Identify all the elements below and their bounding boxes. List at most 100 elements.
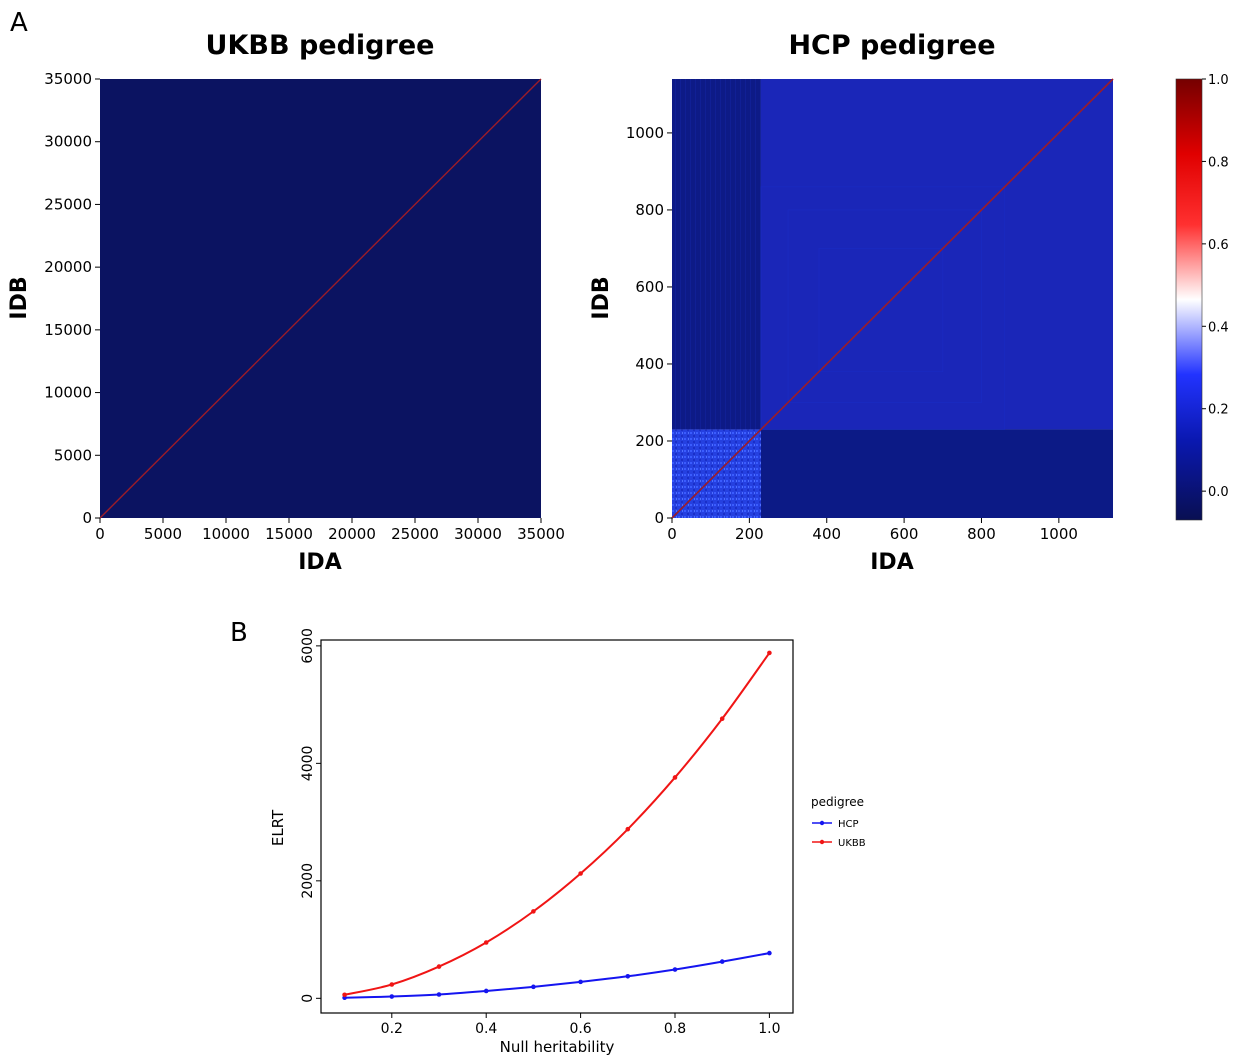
ukbb-y-tick-label: 10000 [44,384,92,402]
ukbb-y-tick-label: 5000 [54,446,92,464]
line-chart-x-ticks: 0.2 0.4 0.6 0.8 1.0 [381,1013,781,1037]
colorbar-tick-label: 0.8 [1208,155,1229,170]
elrt-line-chart: 0.2 0.4 0.6 0.8 1.0 0 2000 4000 6000 Null herit… [269,628,866,1056]
line-chart-x-tick-label: 0.4 [475,1021,497,1037]
ukbb-y-axis-label: IDB [7,276,32,319]
line-chart-x-tick-label: 1.0 [758,1021,780,1037]
ukbb-y-tick-label: 15000 [44,321,92,339]
hcp-y-ticks: 0 200 400 600 800 1000 [626,124,672,527]
hcp-x-tick-label: 600 [890,525,919,543]
hcp-heatmap-diagonal [671,78,1114,519]
ukbb-data-point [342,992,347,998]
panel-label-b: B [230,618,248,648]
hcp-y-tick-label: 1000 [626,124,664,142]
hcp-heatmap-subblock [818,248,944,373]
ukbb-x-tick-label: 10000 [202,525,250,543]
colorbar-gradient [1175,78,1203,521]
hcp-y-tick-label: 0 [654,509,664,527]
colorbar-tick-label: 0.0 [1208,485,1229,500]
hcp-data-point [767,950,772,956]
ukbb-x-tick-label: 35000 [517,525,565,543]
hcp-x-tick-label: 1000 [1040,525,1078,543]
line-chart-y-tick-label: 2000 [300,863,316,899]
ukbb-data-point [719,716,725,722]
line-chart-y-tick-label: 0 [300,994,316,1003]
hcp-x-axis-label: IDA [870,550,913,575]
hcp-data-point [483,988,489,994]
ukbb-x-ticks: 0 5000 10000 15000 20000 25000 30000 35000 [95,518,565,543]
hcp-data-point [531,984,536,990]
line-chart-y-axis-label: ELRT [269,809,287,846]
ukbb-data-point [389,982,395,987]
line-chart-plot-area [320,639,794,1014]
hcp-heatmap-title: HCP pedigree [788,30,995,61]
line-chart-x-axis-label: Null heritability [500,1038,615,1056]
hcp-x-ticks: 0 200 400 600 800 1000 [667,518,1078,543]
hcp-heatmap-subblock [760,186,1006,430]
line-chart-y-tick-label: 4000 [300,746,316,782]
hcp-y-tick-label: 800 [635,201,664,219]
hcp-y-tick-label: 400 [635,355,664,373]
hcp-x-tick-label: 0 [667,525,677,543]
hcp-heatmap-block [760,429,1113,518]
colorbar: 0.0 0.2 0.4 0.6 0.8 1.0 [1175,73,1229,521]
ukbb-data-point [436,964,442,969]
ukbb-y-tick-label: 35000 [44,70,92,88]
legend-title: pedigree [811,795,864,809]
legend-ukbb-label: UKBB [838,838,866,849]
line-chart-x-tick-label: 0.6 [569,1021,591,1037]
hcp-y-tick-label: 600 [635,278,664,296]
ukbb-series-line [344,652,771,996]
ukbb-x-tick-label: 5000 [144,525,182,543]
colorbar-ticks: 0.0 0.2 0.4 0.6 0.8 1.0 [1202,73,1229,500]
hcp-y-tick-label: 200 [635,432,664,450]
colorbar-tick-label: 0.6 [1208,238,1229,253]
ukbb-y-tick-label: 20000 [44,258,92,276]
ukbb-y-ticks: 0 5000 10000 15000 20000 25000 30000 35000 [44,70,100,527]
ukbb-heatmap-diagonal [99,78,542,519]
ukbb-data-point [483,940,489,945]
line-chart-series [342,650,772,1001]
line-chart-x-tick-label: 0.8 [664,1021,686,1037]
ukbb-x-tick-label: 0 [95,525,105,543]
hcp-x-tick-label: 400 [812,525,841,543]
hcp-heatmap: HCP pedigree 0 200 400 600 800 1000 0 200 400 60… [589,30,1114,575]
legend-ukbb-marker [819,839,825,845]
panel-label-a: A [10,8,28,38]
line-chart-legend: pedigree HCP UKBB [811,795,866,849]
hcp-data-point [672,967,678,972]
ukbb-y-tick-label: 30000 [44,133,92,151]
ukbb-x-tick-label: 25000 [391,525,439,543]
line-chart-x-tick-label: 0.2 [381,1021,403,1037]
hcp-y-axis-label: IDB [589,276,614,319]
legend-hcp-marker [819,820,825,826]
ukbb-x-axis-label: IDA [298,550,341,575]
ukbb-y-tick-label: 25000 [44,195,92,213]
hcp-data-point [719,959,725,964]
ukbb-heatmap: UKBB pedigree 0 5000 10000 15000 20000 25000 3… [7,30,565,575]
ukbb-x-tick-label: 15000 [265,525,313,543]
ukbb-data-point [578,871,583,876]
hcp-data-point [578,979,583,985]
colorbar-tick-label: 0.2 [1208,403,1229,418]
hcp-x-tick-label: 800 [967,525,996,543]
hcp-data-point [625,973,631,979]
colorbar-tick-label: 0.4 [1208,320,1229,335]
ukbb-x-tick-label: 20000 [328,525,376,543]
hcp-series-line [344,952,770,999]
ukbb-x-tick-label: 30000 [454,525,502,543]
ukbb-data-point [672,775,678,780]
hcp-heatmap-block [672,79,761,430]
ukbb-data-point [531,909,536,914]
ukbb-data-point [767,650,772,656]
hcp-x-tick-label: 200 [735,525,764,543]
colorbar-tick-label: 1.0 [1208,73,1229,88]
ukbb-data-point [625,826,631,832]
hcp-heatmap-subblock [787,209,982,403]
line-chart-y-tick-label: 6000 [300,628,316,664]
hcp-data-point [389,994,395,999]
ukbb-heatmap-title: UKBB pedigree [206,30,435,61]
legend-hcp-label: HCP [838,819,859,830]
hcp-data-point [436,992,442,997]
